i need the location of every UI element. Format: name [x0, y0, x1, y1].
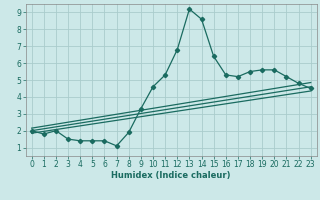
X-axis label: Humidex (Indice chaleur): Humidex (Indice chaleur) [111, 171, 231, 180]
